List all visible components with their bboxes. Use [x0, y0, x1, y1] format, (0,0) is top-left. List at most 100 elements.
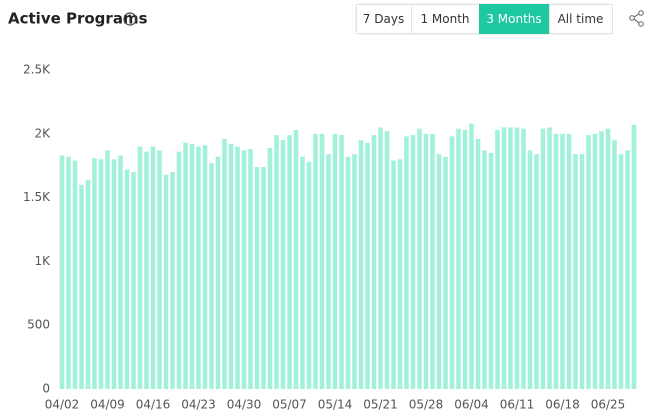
bar: [573, 154, 578, 389]
bar: [592, 133, 598, 389]
range-button[interactable]: [549, 4, 613, 34]
bar: [553, 133, 559, 389]
bar: [183, 142, 188, 389]
bar: [482, 150, 487, 389]
range-button-label[interactable]: 7 Days: [363, 12, 404, 26]
bar: [118, 155, 123, 389]
bar: [215, 156, 221, 389]
bar: [625, 150, 630, 389]
bar: [384, 131, 390, 390]
bar: [365, 142, 370, 389]
bar: [456, 128, 461, 390]
x-tick-label: 04/02: [45, 398, 80, 412]
bar: [261, 166, 266, 389]
bar: [488, 152, 494, 389]
bar: [521, 128, 526, 390]
bar: [391, 160, 396, 389]
range-button[interactable]: [356, 4, 412, 34]
bar: [72, 160, 78, 389]
bar: [397, 159, 403, 389]
x-tick-label: 06/18: [545, 398, 580, 412]
bar: [378, 127, 383, 390]
bar: [150, 146, 156, 389]
bar: [85, 179, 91, 389]
bar: [300, 156, 305, 389]
bar: [547, 127, 552, 390]
chart-title: Active Programs: [8, 10, 148, 28]
range-button[interactable]: [479, 4, 549, 34]
bar: [228, 144, 234, 389]
bar: [267, 147, 273, 389]
bar: [144, 151, 149, 389]
bar: [469, 123, 474, 389]
bar: [417, 128, 422, 390]
x-tick-label: 05/07: [272, 398, 307, 412]
x-tick-label: 04/30: [227, 398, 262, 412]
bar: [605, 128, 611, 390]
bar: [137, 146, 143, 389]
bar: [196, 146, 201, 389]
range-button-label[interactable]: All time: [558, 12, 604, 26]
bar: [306, 161, 312, 389]
x-tick-label: 04/23: [181, 398, 216, 412]
bar: [92, 158, 97, 389]
bar: [293, 129, 299, 390]
bar: [371, 135, 377, 389]
y-tick-label: 1.5K: [23, 190, 51, 204]
bar: [111, 159, 117, 389]
info-icon[interactable]: [123, 12, 137, 26]
bar: [443, 156, 448, 389]
bar: [501, 127, 507, 390]
bar: [612, 140, 617, 389]
share-icon[interactable]: [629, 10, 644, 27]
bar: [423, 133, 429, 389]
bar: [202, 145, 208, 389]
bar: [586, 135, 591, 389]
x-tick-label: 06/04: [454, 398, 489, 412]
bar: [566, 133, 572, 389]
y-tick-label: 500: [27, 318, 50, 332]
bar: [326, 154, 331, 389]
bar: [527, 150, 533, 389]
bar: [157, 150, 162, 389]
bar: [345, 156, 351, 389]
range-button-label[interactable]: 3 Months: [486, 12, 541, 26]
bar: [540, 128, 546, 390]
bar: [79, 184, 84, 389]
bar: [209, 163, 214, 389]
bar: [404, 136, 409, 389]
x-tick-label: 04/09: [90, 398, 125, 412]
bar: [495, 129, 500, 390]
bar: [163, 174, 169, 389]
bar: [124, 169, 130, 389]
bar: [274, 135, 279, 389]
y-tick-label: 2K: [34, 126, 51, 140]
bar: [410, 135, 416, 389]
bar: [560, 133, 565, 389]
bar: [98, 159, 104, 389]
bar: [430, 133, 435, 389]
bar: [534, 154, 539, 389]
bar: [319, 133, 325, 389]
y-tick-label: 0: [42, 382, 50, 396]
bar: [222, 138, 227, 389]
bar: [241, 150, 247, 389]
y-tick-label: 2.5K: [23, 63, 51, 77]
bar: [254, 166, 260, 389]
bar: [235, 146, 240, 389]
bar: [449, 136, 455, 389]
bar: [280, 140, 286, 389]
range-button[interactable]: [411, 4, 480, 34]
bar: [579, 154, 585, 389]
range-button-label[interactable]: 1 Month: [420, 12, 469, 26]
bar: [358, 140, 364, 389]
x-tick-label: 04/16: [136, 398, 171, 412]
x-tick-label: 05/14: [318, 398, 353, 412]
x-tick-label: 06/11: [500, 398, 535, 412]
bar: [248, 149, 253, 389]
bar: [170, 172, 175, 389]
bar: [339, 135, 344, 389]
bar: [59, 155, 65, 389]
